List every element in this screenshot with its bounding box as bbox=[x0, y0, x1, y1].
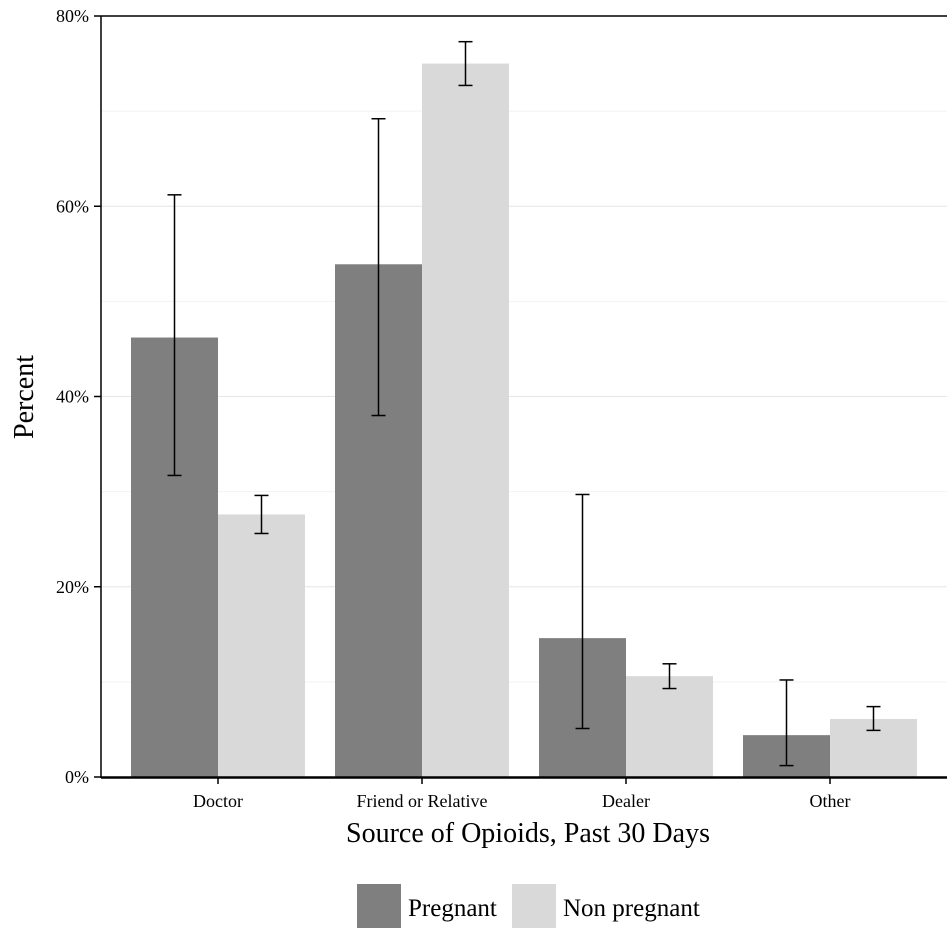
bars bbox=[131, 63, 917, 777]
x-tick-label: Other bbox=[810, 791, 851, 811]
y-tick-label: 20% bbox=[56, 577, 89, 597]
legend: Pregnant Non pregnant bbox=[357, 884, 700, 928]
bar bbox=[626, 676, 713, 777]
bar bbox=[422, 63, 509, 777]
legend-label: Non pregnant bbox=[563, 895, 700, 922]
y-tick-label: 40% bbox=[56, 387, 89, 407]
error-bars bbox=[167, 40, 881, 767]
y-tick-label: 60% bbox=[56, 196, 89, 216]
x-tick-label: Doctor bbox=[193, 791, 243, 811]
legend-swatch bbox=[357, 884, 401, 928]
legend-swatch bbox=[512, 884, 556, 928]
bar bbox=[218, 514, 305, 777]
y-tick-label: 0% bbox=[65, 767, 89, 787]
y-ticks: 0% 20% 40% 60% 80% bbox=[56, 6, 101, 787]
x-tick-label: Friend or Relative bbox=[357, 791, 488, 811]
x-axis-title: Source of Opioids, Past 30 Days bbox=[346, 818, 710, 849]
legend-label: Pregnant bbox=[408, 895, 497, 922]
x-ticks: Doctor Friend or Relative Dealer Other bbox=[193, 777, 850, 811]
y-tick-label: 80% bbox=[56, 6, 89, 26]
x-tick-label: Dealer bbox=[602, 791, 650, 811]
y-axis-title: Percent bbox=[9, 355, 40, 439]
